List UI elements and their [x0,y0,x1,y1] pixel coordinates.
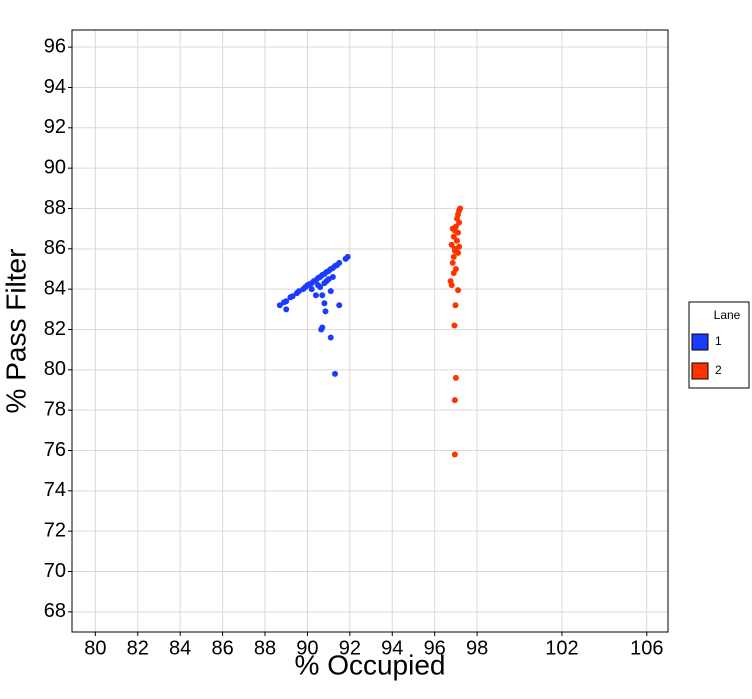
y-tick-label: 82 [44,318,66,340]
x-tick-label: 102 [545,637,578,659]
x-tick-label: 88 [254,637,276,659]
point [451,397,458,404]
point [451,451,458,458]
point [276,302,283,309]
legend-label: 2 [715,363,722,377]
y-tick-label: 78 [44,398,66,420]
point [447,278,454,285]
point [451,247,458,254]
point [322,308,329,315]
x-axis-label: % Occupied [295,649,446,680]
y-tick-label: 86 [44,237,66,259]
x-tick-label: 98 [466,637,488,659]
point [327,288,334,295]
point [308,286,315,293]
point [329,274,336,281]
y-tick-label: 76 [44,439,66,461]
point [321,300,328,307]
point [289,293,296,300]
y-tick-label: 70 [44,560,66,582]
point [453,237,460,244]
y-tick-label: 68 [44,600,66,622]
point [332,370,339,377]
plot-area [72,30,668,632]
point [283,306,290,313]
point [318,326,325,333]
point [451,322,458,329]
legend-label: 1 [715,334,722,348]
x-tick-label: 82 [127,637,149,659]
x-tick-label: 84 [169,637,191,659]
point [448,241,455,248]
point [283,298,290,305]
point [452,265,459,272]
point [456,243,463,250]
plot-border [71,29,669,633]
x-tick-label: 92 [339,637,361,659]
legend-swatch [691,362,709,380]
y-tick-label: 80 [44,358,66,380]
point [449,259,456,266]
y-tick-label: 88 [44,197,66,219]
point [327,334,334,341]
y-tick-label: 92 [44,116,66,138]
legend-title: Lane [714,308,741,322]
point [312,292,319,299]
point [455,287,462,294]
point [450,233,457,240]
y-tick-label: 96 [44,35,66,57]
point [323,278,330,285]
x-tick-label: 80 [84,637,106,659]
x-tick-label: 86 [211,637,233,659]
x-tick-label: 96 [424,637,446,659]
y-axis-label: % Pass Filter [0,249,31,414]
point [457,205,464,212]
x-tick-label: 106 [630,637,663,659]
point [450,253,457,260]
y-tick-label: 72 [44,519,66,541]
y-tick-label: 84 [44,277,66,299]
point [336,302,343,309]
x-tick-label: 90 [296,637,318,659]
point [344,253,351,260]
point [452,374,459,381]
legend-swatch [691,333,709,351]
x-tick-label: 94 [381,637,403,659]
point [317,284,324,291]
y-tick-label: 94 [44,76,66,98]
point [451,227,458,234]
y-tick-label: 74 [44,479,66,501]
point [319,292,326,299]
point [336,259,343,266]
y-tick-label: 90 [44,156,66,178]
point [452,302,459,309]
